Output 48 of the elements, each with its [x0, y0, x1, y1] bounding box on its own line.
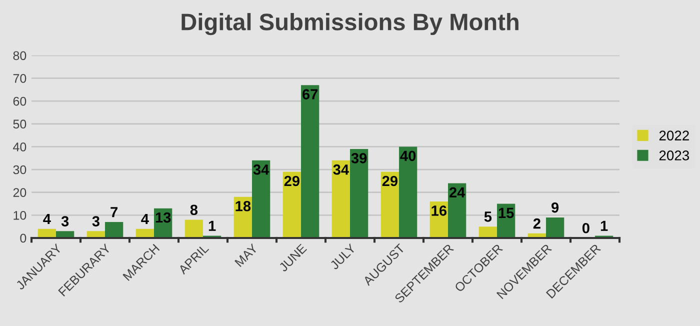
- bar: [184, 220, 203, 238]
- y-tick-label: 60: [13, 96, 26, 106]
- data-label: 4: [43, 214, 51, 224]
- bar: [546, 217, 564, 238]
- data-label: 34: [253, 164, 270, 175]
- data-label: 0: [582, 222, 590, 234]
- data-label: 40: [400, 150, 416, 162]
- y-tick-label: 40: [13, 142, 26, 152]
- data-label: 34: [333, 164, 349, 175]
- bar: [478, 226, 497, 238]
- data-label: 67: [302, 89, 318, 100]
- data-label: 18: [236, 200, 251, 212]
- bar: [448, 183, 466, 238]
- bar: [399, 146, 418, 238]
- data-label: 1: [208, 220, 216, 231]
- data-label: 24: [449, 187, 466, 198]
- data-label: 4: [141, 214, 149, 224]
- bar: [252, 160, 270, 238]
- bar: [350, 148, 368, 238]
- data-label: 2: [533, 218, 540, 229]
- bar: [105, 222, 124, 238]
- data-label: 5: [484, 212, 492, 222]
- data-label: 29: [382, 176, 398, 186]
- data-label: 3: [61, 216, 69, 226]
- data-label: 1: [600, 220, 608, 231]
- data-label: 8: [190, 204, 198, 216]
- data-label: 16: [432, 206, 447, 216]
- y-tick-label: 80: [13, 51, 26, 60]
- legend-label: 2022: [659, 130, 689, 140]
- y-tick-label: 70: [13, 74, 26, 83]
- bar: [301, 85, 320, 238]
- bar: [282, 172, 301, 238]
- y-tick-label: 50: [13, 120, 26, 129]
- data-label: 15: [498, 208, 514, 218]
- data-label: 39: [351, 153, 367, 164]
- y-tick-label: 20: [13, 188, 26, 197]
- data-label: 3: [92, 216, 100, 226]
- bar: [380, 172, 399, 238]
- bar: [332, 160, 350, 238]
- data-label: 9: [552, 202, 559, 213]
- y-tick-label: 10: [14, 210, 26, 220]
- y-tick-label: 0: [20, 234, 26, 243]
- data-label: 29: [284, 176, 300, 186]
- data-label: 13: [156, 212, 171, 223]
- legend-label: 2023: [659, 150, 689, 160]
- chart-title: Digital Submissions By Month: [182, 13, 518, 36]
- data-label: 7: [110, 207, 118, 218]
- y-tick-label: 30: [13, 165, 26, 174]
